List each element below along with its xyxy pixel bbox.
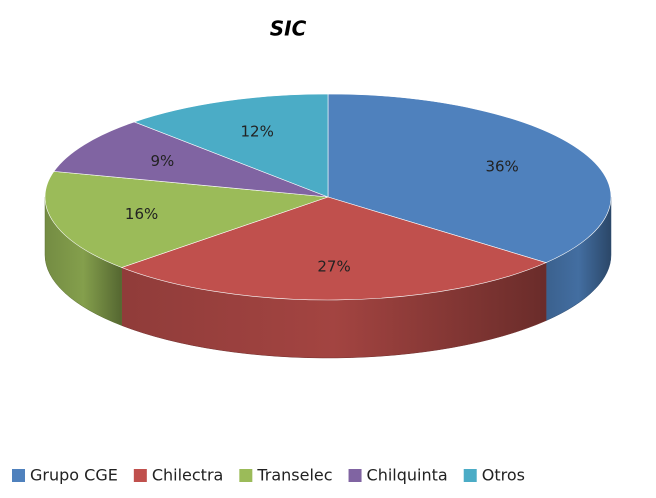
legend-label: Chilquinta (367, 466, 448, 485)
data-label: 9% (150, 152, 174, 170)
chart-title: SIC (270, 17, 307, 41)
slice (327, 93, 612, 263)
legend-label: Transelec (256, 466, 332, 485)
data-label: 12% (240, 122, 273, 140)
data-label: 16% (125, 205, 158, 223)
slice (44, 171, 329, 268)
legend-label: Grupo CGE (30, 466, 118, 485)
legend-swatch (239, 469, 253, 482)
data-label: 36% (485, 158, 518, 176)
legend-swatch (348, 469, 362, 482)
legend-swatch (133, 469, 147, 482)
legend-label: Chilectra (152, 466, 224, 485)
slice (53, 121, 329, 198)
data-label: 27% (317, 258, 350, 276)
legend-swatch (463, 469, 477, 482)
slice (133, 93, 329, 198)
slice (120, 196, 547, 301)
legend-swatch (12, 469, 25, 482)
legend-label: Otros (482, 466, 525, 485)
